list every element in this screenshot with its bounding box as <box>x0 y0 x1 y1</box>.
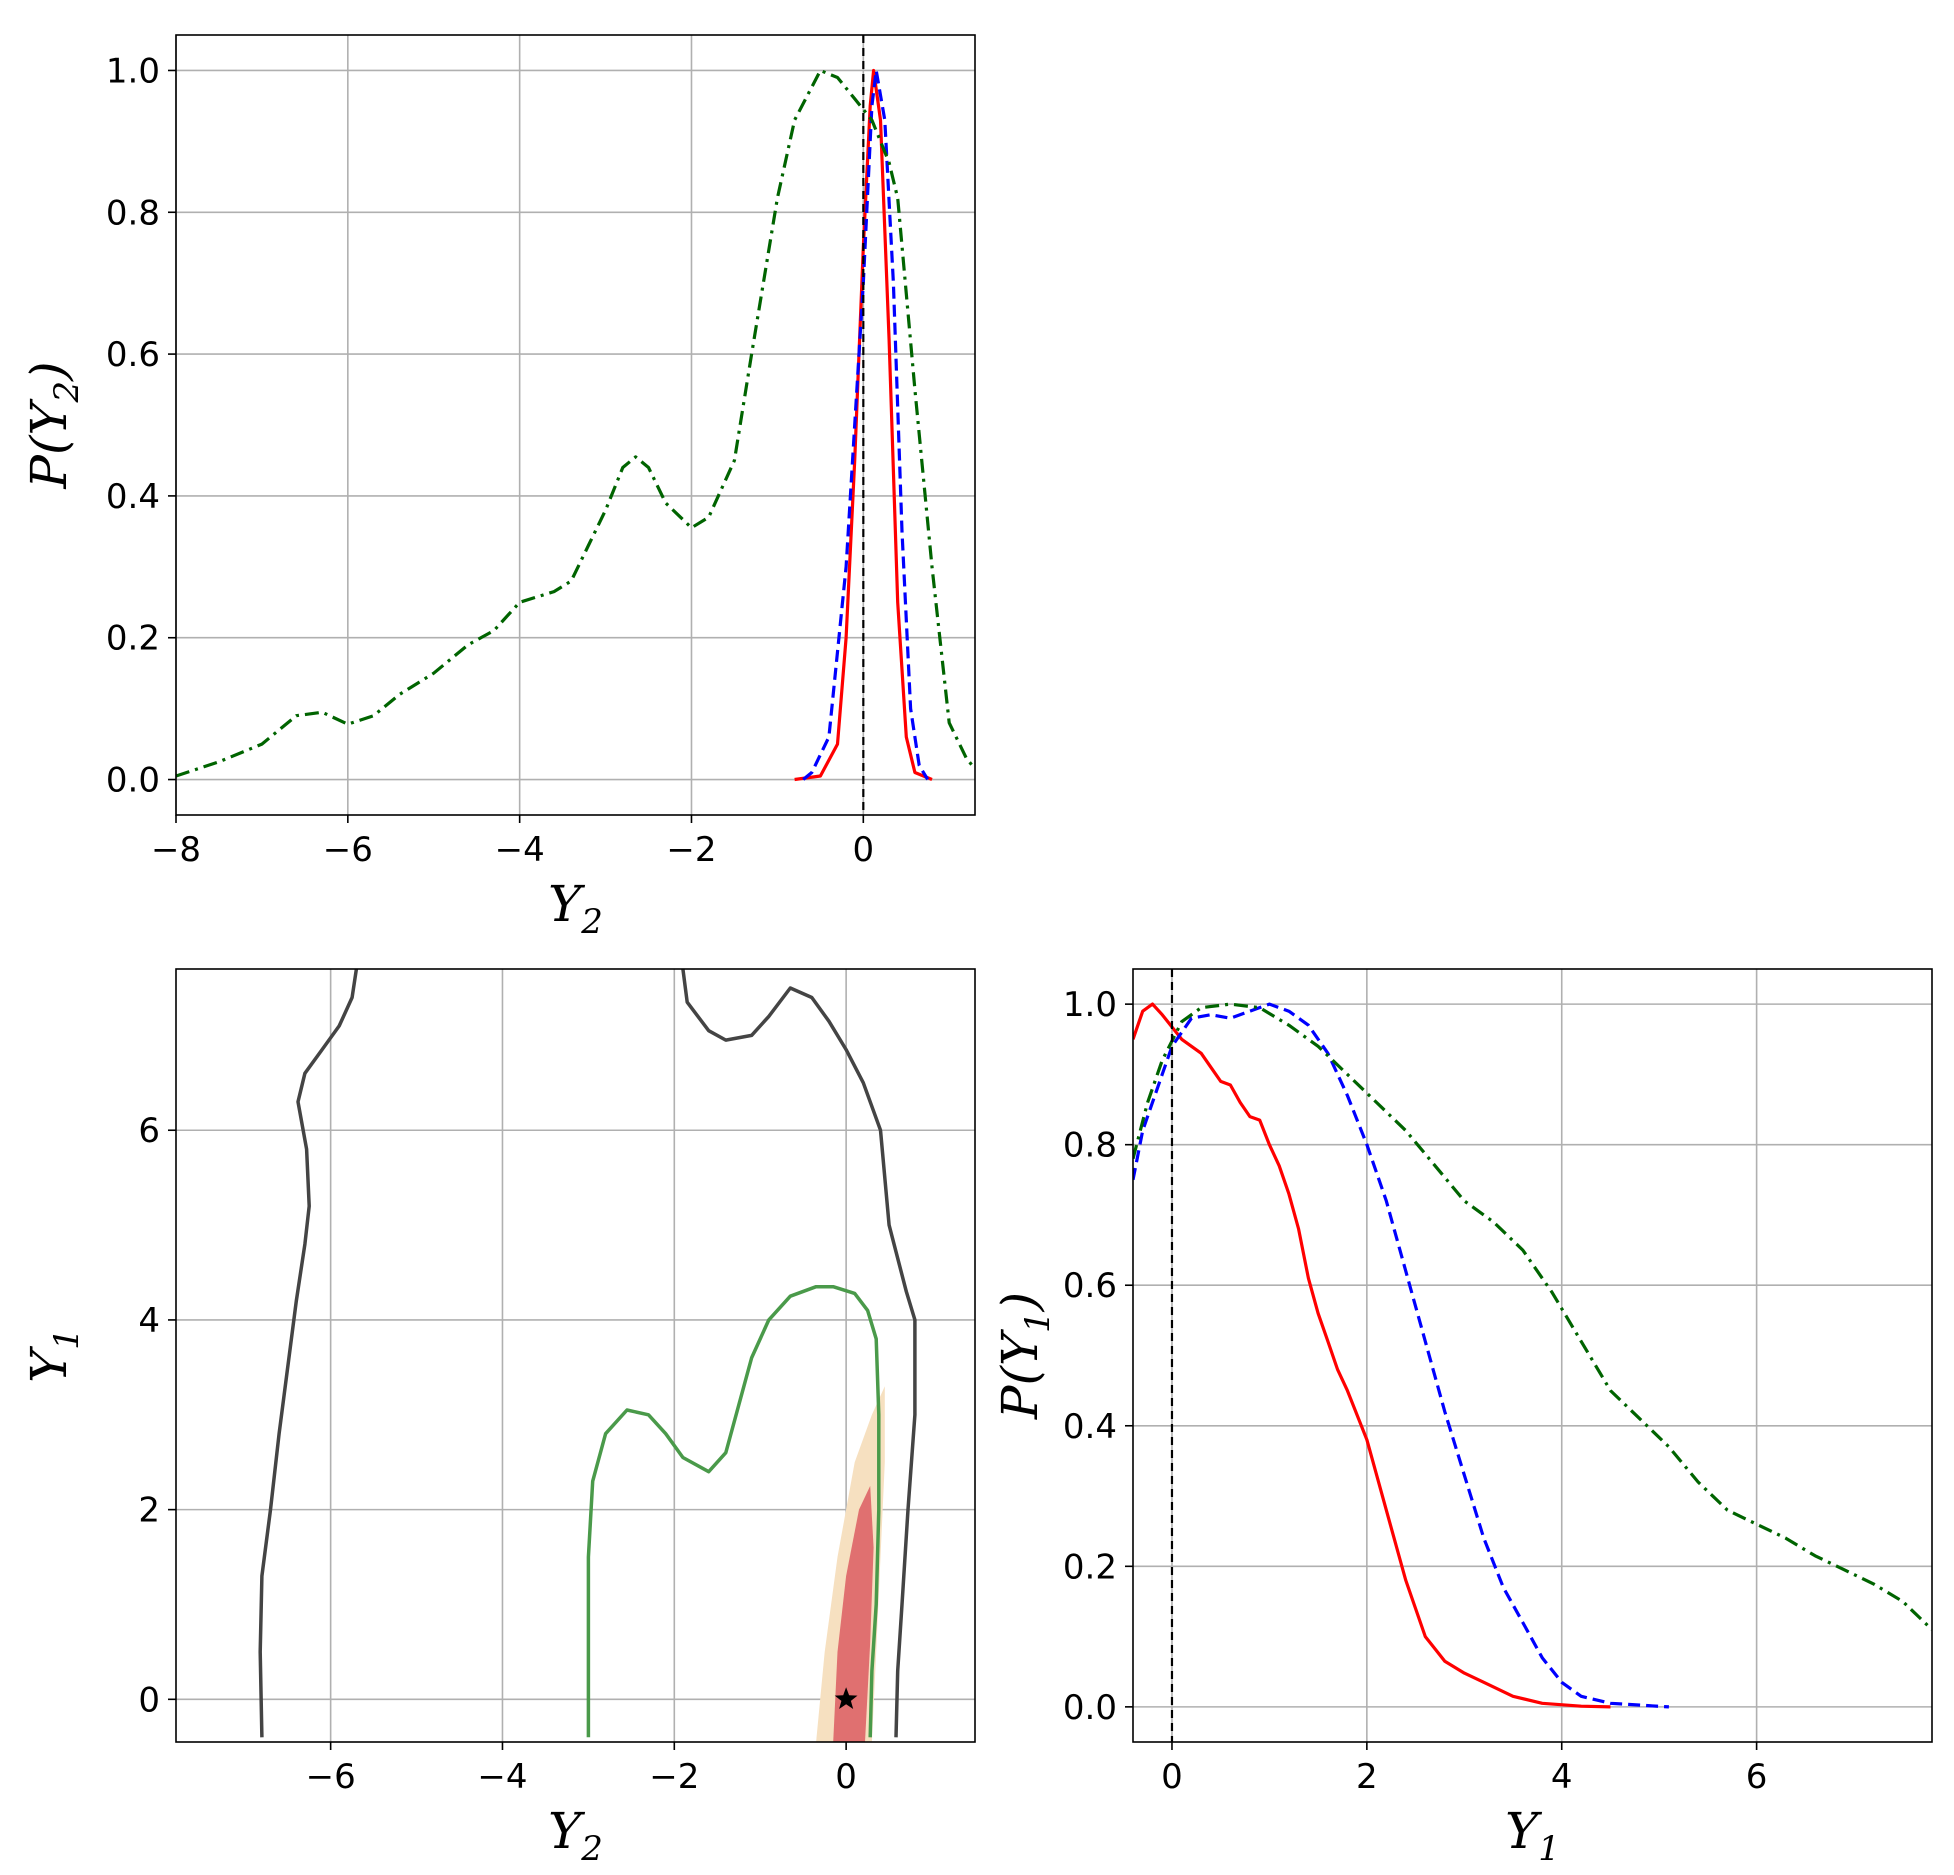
y-tick-label: 0.4 <box>106 477 160 517</box>
axis-label-base: Y <box>20 399 78 436</box>
axis-label-sub: 2 <box>580 902 603 942</box>
y-tick-label: 1.0 <box>1063 985 1117 1025</box>
y-tick-label: 0.6 <box>106 335 160 375</box>
axis-label-base: Y <box>548 1802 585 1860</box>
y-tick-label: 1.0 <box>106 51 160 91</box>
y-tick-label: 4 <box>138 1301 160 1341</box>
axis-label-sub: 1 <box>1538 1829 1560 1869</box>
y-axis-label: Y1 <box>20 1328 87 1383</box>
y-tick-label: 0.2 <box>1063 1547 1117 1587</box>
plot-area <box>1133 969 1932 1742</box>
x-tick-label: −6 <box>306 1757 356 1797</box>
plot-area <box>258 969 917 1742</box>
x-tick-label: −2 <box>649 1757 699 1797</box>
axis-label-base: Y <box>20 1346 78 1383</box>
y-tick-label: 2 <box>138 1491 160 1531</box>
x-tick-label: 4 <box>1551 1757 1573 1797</box>
y-tick-label: 0.8 <box>106 193 160 233</box>
series-line-dashdot <box>176 68 975 778</box>
x-tick-label: 0 <box>1161 1757 1183 1797</box>
axis-label-pre: P( <box>991 1365 1049 1421</box>
filled-region-inner <box>833 1485 874 1742</box>
series-line-dashdot <box>1133 1002 1932 1631</box>
y-tick-label: 0.4 <box>1063 1407 1117 1447</box>
axes-frame <box>175 34 976 816</box>
axis-label-sub: 2 <box>580 1829 603 1869</box>
x-tick-label: −6 <box>323 830 373 870</box>
axes-frame <box>1132 968 1933 1743</box>
y-tick-label: 6 <box>138 1111 160 1151</box>
y-tick-label: 0.8 <box>1063 1126 1117 1166</box>
x-axis-label: Y2 <box>548 875 603 942</box>
axis-label-post: ) <box>991 1292 1049 1313</box>
truth-star-marker <box>834 1687 858 1709</box>
y-axis-label: P(Y2) <box>20 361 87 489</box>
series-line-dashed <box>802 68 930 781</box>
series-line-dashed <box>1133 1002 1669 1709</box>
y-tick-label: 0.0 <box>1063 1688 1117 1728</box>
y-tick-label: 0.2 <box>106 619 160 659</box>
y-tick-label: 0.6 <box>1063 1266 1117 1306</box>
axis-label-sub: 1 <box>47 1328 87 1350</box>
contour-line-1 <box>681 969 917 1738</box>
contour-line-0 <box>258 969 359 1738</box>
axes-frame <box>175 968 976 1743</box>
axis-label-base: Y <box>548 875 585 933</box>
x-tick-label: −8 <box>151 830 201 870</box>
x-tick-label: −4 <box>477 1757 527 1797</box>
x-tick-label: −2 <box>666 830 716 870</box>
x-tick-label: 0 <box>852 830 874 870</box>
x-axis-label: Y2 <box>548 1802 603 1869</box>
series-line-solid <box>794 68 933 782</box>
axis-label-sub: 2 <box>47 381 87 404</box>
x-tick-label: 0 <box>835 1757 857 1797</box>
y-tick-label: 0.0 <box>106 761 160 801</box>
series-line-solid <box>1133 1002 1611 1709</box>
x-tick-label: −4 <box>495 830 545 870</box>
axis-label-pre: P( <box>20 434 78 490</box>
axis-label-post: ) <box>20 361 78 382</box>
x-tick-label: 6 <box>1746 1757 1768 1797</box>
plot-area <box>176 35 975 815</box>
x-tick-label: 2 <box>1356 1757 1378 1797</box>
axis-label-base: Y <box>991 1329 1049 1366</box>
x-axis-label: Y1 <box>1505 1802 1560 1869</box>
y-axis-label: P(Y1) <box>991 1292 1058 1420</box>
y-tick-label: 0 <box>138 1680 160 1720</box>
axis-label-sub: 1 <box>1018 1311 1058 1333</box>
axis-label-base: Y <box>1505 1802 1542 1860</box>
contour-line-2 <box>586 1284 881 1738</box>
